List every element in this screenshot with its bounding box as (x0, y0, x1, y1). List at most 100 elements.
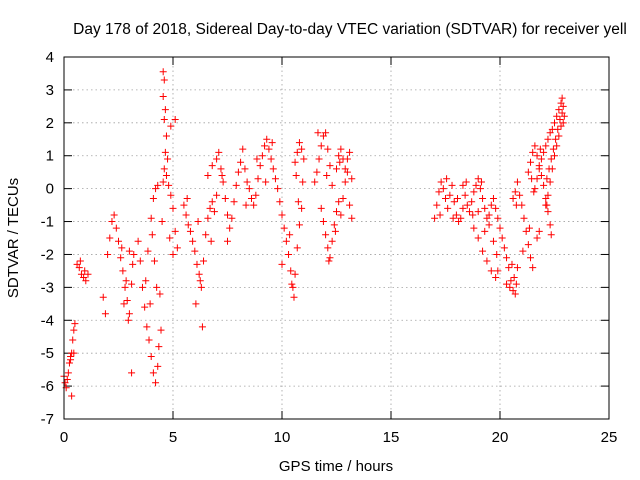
data-point-marker (476, 185, 484, 193)
data-point-marker (193, 260, 201, 268)
data-point-marker (324, 145, 332, 153)
data-point-marker (452, 211, 460, 219)
y-tick-label: 0 (46, 181, 54, 198)
y-tick-label: -1 (41, 214, 54, 231)
data-point-marker (513, 264, 521, 272)
data-point-marker (549, 145, 557, 153)
data-point-marker (200, 257, 208, 265)
data-point-marker (551, 119, 558, 127)
x-tick-label: 20 (492, 429, 509, 446)
data-point-marker (289, 283, 297, 291)
data-point-marker (555, 106, 563, 114)
data-point-marker (483, 257, 491, 265)
data-point-marker (147, 214, 155, 222)
data-point-marker (144, 247, 152, 255)
data-point-marker (535, 227, 543, 235)
data-point-marker (232, 181, 240, 189)
data-point-marker (156, 290, 164, 298)
data-point-marker (280, 224, 288, 232)
data-point-marker (540, 181, 548, 189)
data-point-marker (130, 250, 138, 258)
data-point-marker (311, 178, 319, 186)
data-point-marker (494, 214, 502, 222)
data-point-marker (263, 135, 271, 143)
data-point-marker (213, 155, 221, 163)
data-point-marker (341, 165, 349, 173)
data-point-marker (494, 267, 502, 275)
data-point-marker (448, 181, 456, 189)
data-point-marker (64, 369, 72, 377)
data-point-marker (485, 221, 493, 229)
data-point-marker (457, 214, 465, 222)
data-point-marker (433, 201, 441, 209)
data-point-marker (125, 247, 133, 255)
data-point-marker (474, 175, 482, 183)
data-point-marker (239, 145, 247, 153)
data-point-marker (511, 290, 519, 298)
data-point-marker (142, 277, 150, 285)
data-point-marker (63, 376, 71, 384)
data-point-marker (262, 178, 270, 186)
data-point-marker (506, 283, 514, 291)
data-point-marker (276, 198, 284, 206)
chart-title: Day 178 of 2018, Sidereal Day-to-day VTE… (73, 21, 627, 38)
data-point-marker (286, 231, 294, 239)
data-point-marker (278, 260, 286, 268)
data-point-marker (324, 244, 332, 252)
y-tick-label: -6 (41, 378, 54, 395)
data-point-marker (524, 241, 532, 249)
data-point-marker (206, 204, 214, 212)
data-point-marker (268, 139, 276, 147)
data-point-marker (443, 175, 451, 183)
data-point-marker (479, 247, 487, 255)
data-point-marker (546, 221, 554, 229)
data-point-marker (503, 280, 511, 288)
data-point-marker (71, 320, 79, 328)
data-point-marker (197, 283, 205, 291)
data-point-marker (442, 195, 449, 203)
data-point-marker (149, 195, 157, 203)
data-point-marker (328, 237, 336, 245)
data-point-marker (313, 168, 321, 176)
data-point-marker (285, 250, 293, 258)
data-point-marker (325, 257, 333, 265)
data-point-marker (331, 227, 339, 235)
data-point-marker (134, 237, 142, 245)
data-point-marker (546, 178, 554, 186)
data-point-marker (261, 142, 269, 150)
data-point-marker (254, 175, 262, 183)
data-point-marker (291, 270, 299, 278)
data-point-marker (317, 142, 325, 150)
data-point-marker (527, 158, 535, 166)
data-point-marker (119, 267, 127, 275)
data-point-marker (461, 191, 469, 199)
data-point-marker (554, 125, 562, 133)
data-point-marker (274, 185, 282, 193)
data-point-marker (544, 191, 552, 199)
data-point-marker (474, 234, 482, 242)
data-point-marker (537, 155, 545, 163)
data-points (60, 68, 568, 400)
data-point-marker (202, 231, 210, 239)
y-tick-label: 2 (46, 115, 54, 132)
data-point-marker (485, 211, 493, 219)
data-point-marker (314, 129, 322, 137)
data-point-marker (158, 218, 166, 226)
data-point-marker (481, 227, 489, 235)
data-point-marker (322, 231, 330, 239)
data-point-marker (145, 336, 153, 344)
data-point-marker (234, 168, 242, 176)
data-point-marker (437, 178, 445, 186)
data-point-marker (110, 211, 118, 219)
data-point-marker (439, 185, 447, 193)
data-point-marker (167, 191, 175, 199)
data-point-marker (337, 211, 345, 219)
data-point-marker (196, 277, 204, 285)
data-point-marker (512, 280, 520, 288)
data-point-marker (129, 260, 137, 268)
data-point-marker (328, 181, 336, 189)
data-point-marker (511, 188, 519, 196)
data-point-marker (299, 178, 307, 186)
data-point-marker (487, 201, 495, 209)
data-point-marker (101, 310, 109, 318)
